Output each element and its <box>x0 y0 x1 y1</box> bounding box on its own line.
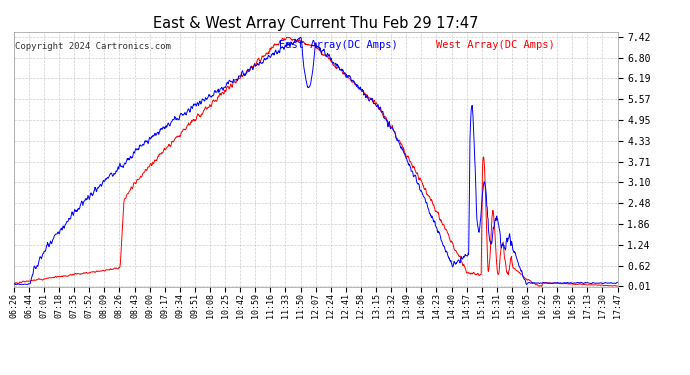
Text: Copyright 2024 Cartronics.com: Copyright 2024 Cartronics.com <box>15 42 171 51</box>
Title: East & West Array Current Thu Feb 29 17:47: East & West Array Current Thu Feb 29 17:… <box>153 16 478 31</box>
Text: West Array(DC Amps): West Array(DC Amps) <box>437 39 555 50</box>
Text: East Array(DC Amps): East Array(DC Amps) <box>279 39 398 50</box>
